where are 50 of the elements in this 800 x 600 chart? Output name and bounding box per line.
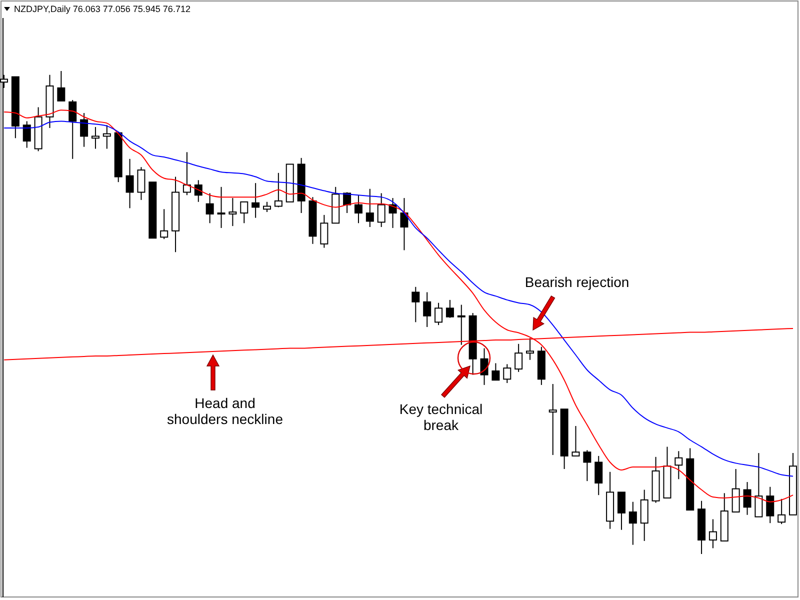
candlestick	[263, 201, 271, 213]
candlestick	[743, 482, 752, 516]
candlestick	[400, 198, 408, 251]
candlestick	[80, 112, 88, 148]
candlestick	[526, 338, 534, 360]
candlestick	[492, 362, 500, 381]
candlestick	[137, 166, 146, 200]
candlestick	[240, 201, 248, 224]
candlestick	[480, 348, 488, 386]
candlestick	[366, 188, 374, 228]
candlestick	[252, 182, 260, 218]
candlestick	[68, 99, 77, 160]
candlestick	[708, 518, 717, 549]
candlestick	[766, 486, 774, 524]
candlestick	[57, 70, 66, 102]
candlestick	[457, 304, 466, 346]
candlestick	[206, 192, 214, 224]
candlestick	[434, 302, 443, 326]
candlestick	[446, 299, 454, 318]
annotation: Bearish rejection	[524, 274, 630, 290]
candlestick	[377, 192, 386, 228]
candlestick	[674, 450, 683, 480]
candlestick	[778, 498, 786, 525]
candlestick	[514, 343, 523, 372]
candlestick	[274, 172, 282, 208]
candlestick	[102, 124, 111, 150]
candlestick	[754, 452, 763, 518]
candlestick	[217, 186, 226, 228]
candlestick	[126, 158, 134, 209]
candlestick	[640, 489, 648, 542]
chart-title: NZDJPY,Daily 76.063 77.056 75.945 76.712	[14, 4, 190, 14]
candlestick	[160, 208, 168, 240]
annotation: Key technical break	[399, 401, 483, 433]
candlestick	[22, 120, 31, 148]
annotation: Head and shoulders neckline	[167, 395, 284, 427]
candlestick	[617, 492, 626, 530]
candlestick	[228, 198, 237, 227]
candlestick	[412, 286, 420, 323]
candlestick	[354, 194, 362, 224]
candlestick	[423, 292, 432, 328]
candlestick	[91, 126, 100, 150]
candlestick	[594, 455, 603, 496]
candlestick	[182, 152, 191, 196]
candlestick	[503, 364, 512, 384]
candlestick	[628, 501, 637, 546]
candlestick	[583, 450, 592, 482]
candlestick	[572, 426, 580, 456]
candlestick	[732, 468, 740, 512]
candlestick	[548, 383, 557, 456]
candlestick	[320, 214, 328, 248]
